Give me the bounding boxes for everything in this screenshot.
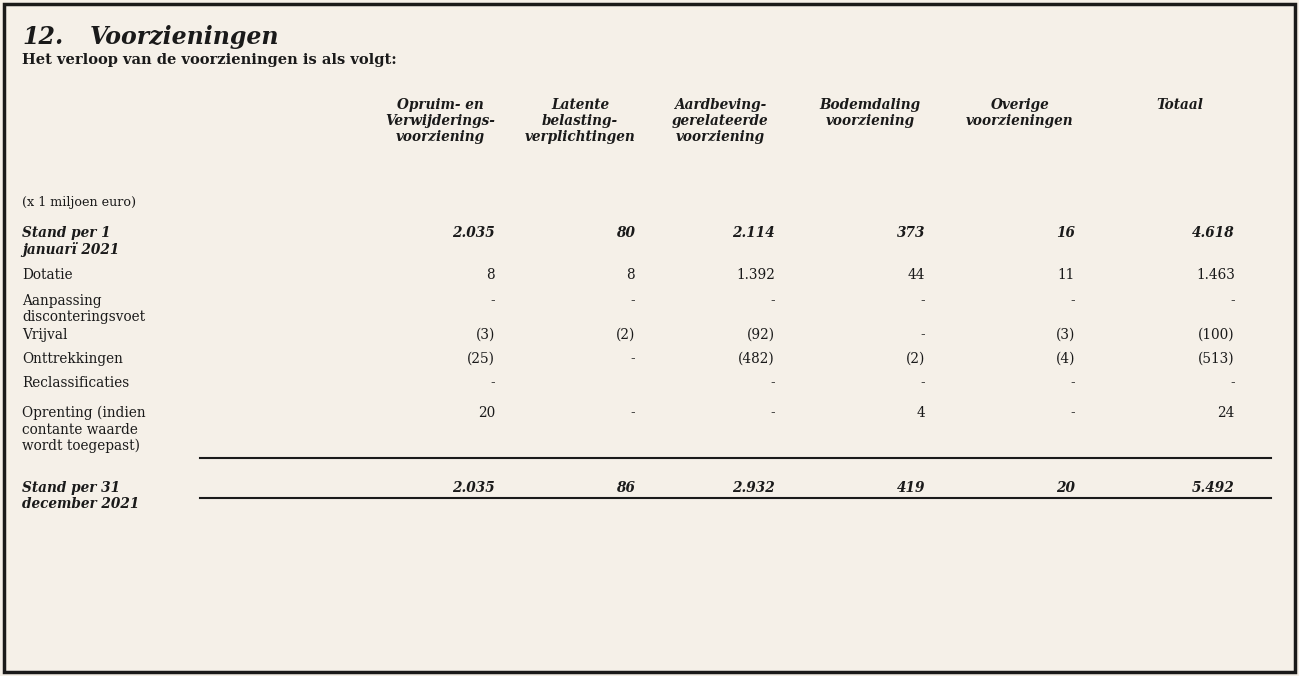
Text: 16: 16 [1056,226,1076,240]
Text: (3): (3) [1056,328,1076,342]
Text: -: - [770,294,776,308]
Text: (3): (3) [475,328,495,342]
Text: Totaal: Totaal [1156,98,1203,112]
Text: 86: 86 [616,481,635,495]
Text: Het verloop van de voorzieningen is als volgt:: Het verloop van de voorzieningen is als … [22,53,396,67]
Text: Latente
belasting-
verplichtingen: Latente belasting- verplichtingen [525,98,635,145]
Text: (25): (25) [468,352,495,366]
Text: -: - [921,328,925,342]
Text: Oprenting (indien
contante waarde
wordt toegepast): Oprenting (indien contante waarde wordt … [22,406,145,454]
Text: 5.492: 5.492 [1192,481,1235,495]
Text: (2): (2) [616,328,635,342]
Text: 1.463: 1.463 [1196,268,1235,282]
Text: 2.035: 2.035 [452,226,495,240]
Text: Opruim- en
Verwijderings-
voorziening: Opruim- en Verwijderings- voorziening [385,98,495,145]
Text: 1.392: 1.392 [737,268,776,282]
Text: Aanpassing
disconteringsvoet: Aanpassing disconteringsvoet [22,294,145,324]
Text: 8: 8 [486,268,495,282]
Text: 11: 11 [1057,268,1076,282]
Text: 12.: 12. [22,25,64,49]
Text: 80: 80 [616,226,635,240]
Text: (92): (92) [747,328,776,342]
Text: 373: 373 [896,226,925,240]
Text: 2.035: 2.035 [452,481,495,495]
Text: 4.618: 4.618 [1192,226,1235,240]
Text: Onttrekkingen: Onttrekkingen [22,352,123,366]
Text: (100): (100) [1199,328,1235,342]
Text: -: - [1230,376,1235,390]
Text: Vrijval: Vrijval [22,328,68,342]
Text: -: - [1070,294,1076,308]
Text: (513): (513) [1199,352,1235,366]
Text: -: - [491,294,495,308]
Text: Voorzieningen: Voorzieningen [90,25,279,49]
Text: 20: 20 [478,406,495,420]
Text: 44: 44 [908,268,925,282]
Text: (4): (4) [1056,352,1076,366]
Text: Stand per 31
december 2021: Stand per 31 december 2021 [22,481,139,511]
Text: -: - [1230,294,1235,308]
Text: -: - [770,376,776,390]
Text: -: - [630,406,635,420]
Text: Aardbeving-
gerelateerde
voorziening: Aardbeving- gerelateerde voorziening [672,98,768,145]
Text: -: - [921,376,925,390]
Text: 2.114: 2.114 [733,226,776,240]
Text: 8: 8 [626,268,635,282]
Text: 419: 419 [896,481,925,495]
Text: Reclassificaties: Reclassificaties [22,376,129,390]
Text: -: - [491,376,495,390]
Text: Bodemdaling
voorziening: Bodemdaling voorziening [820,98,921,128]
Text: -: - [630,294,635,308]
Text: -: - [1070,406,1076,420]
Text: 24: 24 [1217,406,1235,420]
Text: Dotatie: Dotatie [22,268,73,282]
Text: (2): (2) [905,352,925,366]
Text: -: - [770,406,776,420]
Text: (x 1 miljoen euro): (x 1 miljoen euro) [22,196,136,209]
Text: 2.932: 2.932 [733,481,776,495]
Text: Overige
voorzieningen: Overige voorzieningen [966,98,1074,128]
Text: -: - [921,294,925,308]
Text: -: - [1070,376,1076,390]
Text: -: - [630,352,635,366]
Text: Stand per 1
januarï 2021: Stand per 1 januarï 2021 [22,226,120,258]
Text: (482): (482) [738,352,776,366]
Text: 4: 4 [916,406,925,420]
Text: 20: 20 [1056,481,1076,495]
